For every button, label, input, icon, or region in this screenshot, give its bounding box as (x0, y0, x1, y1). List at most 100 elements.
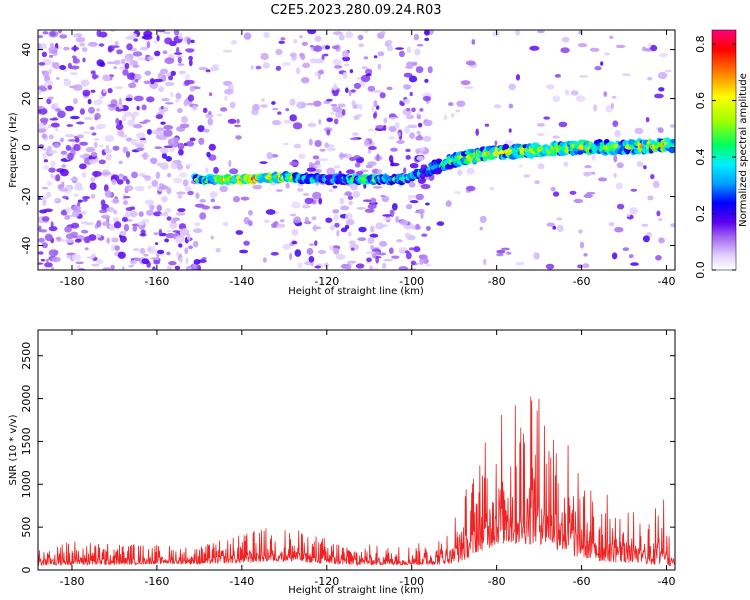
noise-blob (149, 78, 155, 85)
noise-blob (166, 229, 172, 233)
noise-blob (410, 260, 416, 266)
noise-blob (425, 264, 432, 267)
noise-blob (142, 34, 153, 40)
snr-y-ticks: 0 500 1000 1500 2000 2500 (20, 342, 675, 574)
y-tick-label: -40 (20, 237, 33, 255)
noise-blob (556, 224, 564, 233)
noise-blob (416, 130, 421, 135)
noise-blob (90, 89, 96, 93)
noise-blob (79, 42, 86, 47)
noise-blob (61, 164, 66, 168)
noise-blob (379, 92, 386, 99)
noise-blob (47, 124, 52, 128)
noise-blob (325, 217, 333, 223)
noise-blob (125, 137, 133, 142)
noise-blob (615, 182, 623, 190)
noise-blob (146, 128, 152, 135)
noise-blob (484, 123, 490, 127)
noise-blob (396, 140, 405, 144)
noise-blob (308, 138, 313, 146)
noise-blob (479, 226, 484, 231)
noise-blob (164, 57, 175, 64)
noise-blob (111, 237, 119, 243)
noise-blob (291, 240, 298, 245)
noise-blob (88, 158, 97, 165)
noise-blob (275, 65, 282, 71)
noise-blob (579, 241, 585, 249)
noise-blob (98, 43, 105, 47)
noise-blob (399, 100, 403, 106)
noise-blob (334, 222, 340, 228)
noise-blob (309, 58, 318, 64)
noise-blob (110, 264, 115, 270)
noise-blob (43, 165, 49, 170)
noise-blob (622, 247, 630, 252)
noise-blob (65, 238, 74, 243)
noise-blob (415, 193, 425, 201)
noise-blob (344, 191, 352, 196)
noise-blob (112, 198, 120, 204)
x-tick-label: -120 (314, 575, 339, 588)
noise-blob (110, 244, 115, 252)
noise-blob (523, 174, 531, 178)
noise-blob (74, 137, 80, 143)
noise-blob (125, 185, 134, 192)
noise-blob (426, 226, 431, 231)
noise-blob (137, 57, 145, 61)
noise-blob (369, 265, 373, 270)
noise-blob (163, 129, 173, 137)
noise-blob (41, 70, 45, 75)
noise-blob (160, 68, 169, 74)
noise-blob (96, 30, 102, 37)
noise-blob (188, 55, 194, 61)
noise-blob (415, 149, 421, 154)
noise-blob (130, 60, 139, 66)
noise-blob (59, 188, 69, 192)
noise-blob (314, 35, 322, 42)
noise-blob (101, 221, 109, 227)
noise-blob (60, 137, 64, 143)
noise-blob (371, 253, 377, 259)
noise-blob (283, 119, 291, 124)
colorbar-ticks: 0.0 0.2 0.4 0.6 0.8 (694, 35, 736, 279)
colorbar-tick-label: 0.6 (694, 92, 707, 110)
spectrogram-x-ticks: -180 -160 -140 -120 -100 -80 -60 -40 (59, 30, 675, 288)
noise-blob (140, 46, 149, 51)
noise-blob (160, 105, 164, 110)
x-tick-label: -40 (658, 275, 676, 288)
noise-blob (122, 146, 128, 154)
noise-blob (133, 124, 143, 129)
noise-blob (132, 225, 138, 232)
noise-blob (583, 253, 588, 257)
noise-blob (319, 148, 326, 152)
noise-blob (630, 188, 638, 192)
noise-blob (409, 200, 419, 203)
noise-blob (424, 78, 429, 83)
noise-blob (179, 228, 190, 236)
noise-blob (615, 44, 626, 49)
noise-blob (187, 190, 194, 196)
signal-cell (576, 150, 584, 155)
noise-blob (347, 195, 354, 200)
noise-blob (230, 40, 238, 45)
noise-blob (44, 262, 53, 268)
noise-blob (394, 121, 400, 130)
noise-blob (360, 74, 371, 83)
noise-blob (55, 174, 61, 182)
noise-blob (350, 183, 358, 191)
noise-blob (70, 222, 80, 229)
noise-blob (100, 199, 106, 207)
noise-blob (107, 104, 117, 108)
figure-title: C2E5.2023.280.09.24.R03 (270, 3, 441, 18)
noise-blob (248, 210, 253, 216)
noise-blob (323, 53, 329, 57)
noise-blob (184, 73, 191, 80)
noise-blob (378, 252, 387, 256)
noise-blob (282, 142, 289, 146)
noise-blob (124, 56, 132, 62)
noise-blob (332, 83, 338, 91)
noise-blob (164, 102, 174, 105)
noise-blob (583, 193, 593, 199)
noise-blob (48, 167, 56, 173)
noise-blob (91, 263, 100, 267)
